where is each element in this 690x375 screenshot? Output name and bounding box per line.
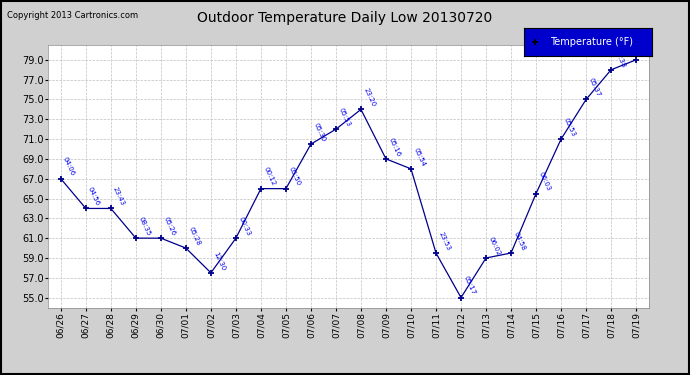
Text: Temperature (°F): Temperature (°F) [550, 37, 633, 47]
Text: 04:06: 04:06 [62, 156, 76, 177]
Text: 05:26: 05:26 [162, 216, 176, 237]
Text: 05:53: 05:53 [337, 107, 351, 128]
Text: 08:35: 08:35 [137, 216, 151, 237]
Text: 06:03: 06:03 [538, 171, 551, 192]
Text: 23:20: 23:20 [362, 87, 376, 108]
Text: 00:33: 00:33 [237, 216, 251, 237]
Text: 04:58: 04:58 [512, 231, 526, 252]
Text: 05:37: 05:37 [587, 77, 601, 98]
Text: 04:22: 04:22 [638, 38, 651, 58]
Text: 12:30: 12:30 [212, 251, 226, 272]
Text: 05:54: 05:54 [412, 147, 426, 167]
Text: 05:30: 05:30 [312, 122, 326, 142]
Text: Outdoor Temperature Daily Low 20130720: Outdoor Temperature Daily Low 20130720 [197, 11, 493, 25]
Text: 05:28: 05:28 [187, 226, 201, 247]
Text: 05:50: 05:50 [287, 166, 301, 187]
Text: 00:12: 00:12 [262, 166, 276, 187]
Text: 04:56: 04:56 [87, 186, 101, 207]
Text: 05:38: 05:38 [612, 47, 627, 68]
Text: 23:43: 23:43 [112, 186, 126, 207]
Text: 05:17: 05:17 [462, 275, 476, 296]
Text: 23:53: 23:53 [437, 231, 451, 252]
Text: 05:16: 05:16 [387, 136, 401, 158]
Text: 05:53: 05:53 [562, 117, 576, 138]
Text: 06:02: 06:02 [487, 236, 501, 256]
Text: Copyright 2013 Cartronics.com: Copyright 2013 Cartronics.com [7, 11, 138, 20]
